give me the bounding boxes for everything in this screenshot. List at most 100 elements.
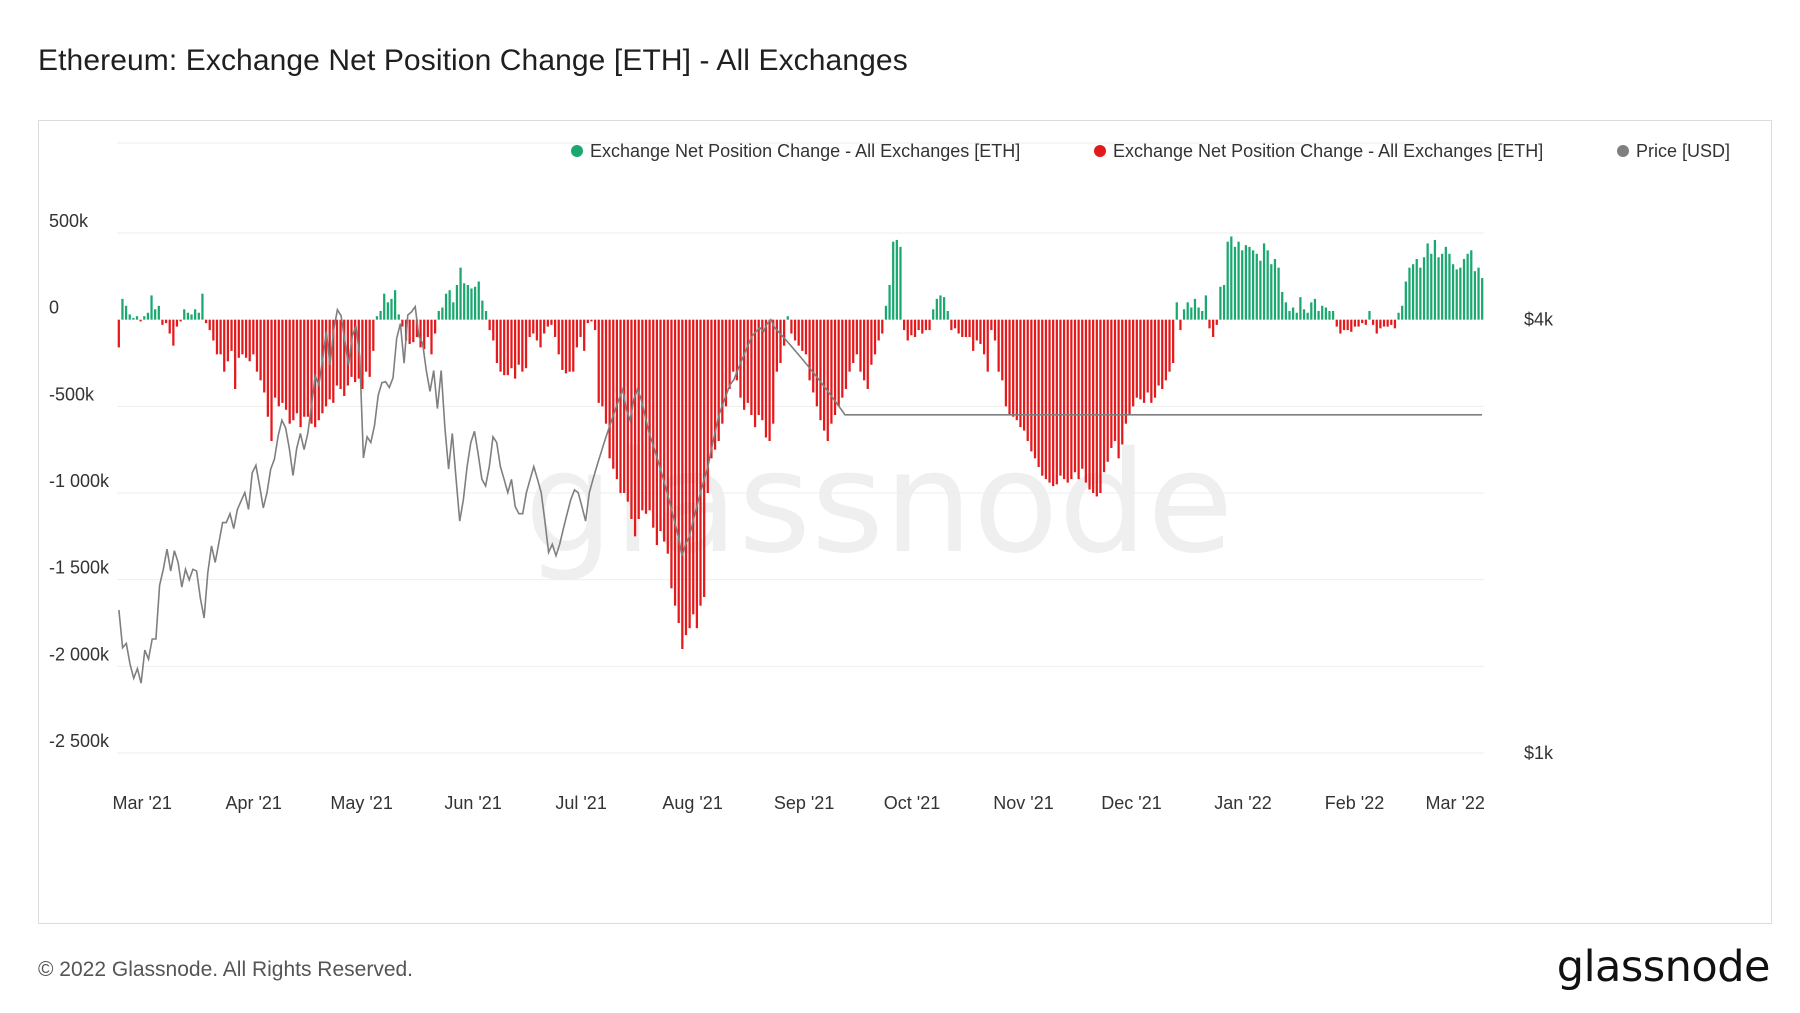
bar-positive (1182, 309, 1186, 320)
bar-positive (1477, 267, 1480, 320)
bar-negative (761, 319, 764, 421)
bar-negative (1153, 319, 1157, 398)
y-tick-label: -1 000k (49, 471, 110, 491)
bar-positive (942, 297, 946, 320)
bar-negative (746, 319, 749, 403)
bar-negative (513, 319, 517, 379)
bar-negative (1022, 319, 1026, 431)
bar-negative (732, 319, 735, 372)
bar-negative (361, 319, 364, 389)
glassnode-logo[interactable]: glassnode (1556, 942, 1771, 992)
bar-positive (1430, 253, 1433, 320)
bar-negative (270, 319, 273, 441)
bar-negative (735, 319, 738, 381)
bar-negative (506, 319, 509, 376)
y-tick-label: -1 500k (49, 558, 110, 578)
bar-negative (215, 319, 219, 355)
bar-positive (1419, 267, 1422, 320)
bar-negative (223, 319, 226, 372)
bar-negative (1212, 319, 1215, 337)
legend-marker (1617, 145, 1629, 157)
bar-negative (597, 319, 600, 403)
bar-negative (877, 319, 880, 341)
bar-positive (1175, 302, 1178, 320)
bar-negative (928, 319, 931, 331)
bar-negative (415, 319, 419, 337)
bar-positive (455, 285, 459, 320)
bar-positive (1437, 257, 1440, 320)
y-axis: 500k 0 -500k -1 000k -1 500k -2 000k -2 500k (49, 211, 110, 751)
bar-positive (441, 307, 444, 320)
bar-positive (1277, 267, 1280, 320)
bar-positive (1313, 298, 1317, 320)
bar-negative (706, 319, 709, 493)
bar-negative (768, 319, 771, 441)
bar-negative (953, 319, 957, 329)
bar-negative (881, 319, 884, 334)
bar-positive (1197, 307, 1200, 320)
bar-positive (383, 293, 386, 320)
bar-negative (539, 319, 542, 348)
y-tick-label: -2 500k (49, 731, 110, 751)
bar-positive (1441, 253, 1444, 320)
bar-positive (390, 298, 393, 320)
bar-positive (1273, 259, 1277, 320)
bar-positive (932, 309, 935, 320)
bar-negative (1117, 319, 1120, 459)
bar-negative (288, 319, 291, 424)
bar-negative (1168, 319, 1171, 372)
bar-negative (1172, 319, 1175, 363)
bar-negative (1208, 319, 1211, 329)
bar-negative (684, 319, 688, 636)
y2-axis: $4k $1k (1524, 310, 1554, 763)
bar-negative (663, 319, 666, 542)
bar-negative (572, 319, 575, 372)
bar-negative (1095, 319, 1098, 497)
bar-negative (1150, 319, 1153, 403)
bar-positive (888, 285, 891, 320)
bar-negative (1353, 319, 1357, 327)
x-tick-label: Feb '22 (1325, 793, 1384, 813)
bar-positive (1415, 259, 1418, 320)
gridlines (117, 142, 1484, 754)
x-tick-label: Mar '22 (1425, 793, 1484, 813)
bar-negative (503, 319, 506, 376)
bar-negative (975, 319, 978, 341)
bar-negative (1030, 319, 1033, 452)
bar-positive (194, 309, 197, 320)
bar-negative (753, 319, 757, 428)
bar-negative (823, 319, 826, 431)
bar-positive (201, 293, 204, 320)
bar-negative (1335, 319, 1338, 327)
bar-positive (1422, 257, 1426, 320)
bar-negative (1015, 319, 1018, 421)
bar-positive (1317, 311, 1320, 320)
bar-positive (1186, 302, 1189, 320)
bar-negative (673, 319, 677, 606)
bar-negative (168, 319, 171, 334)
bar-negative (695, 319, 699, 629)
bar-positive (1455, 269, 1458, 320)
bar-positive (1190, 307, 1193, 320)
bar-positive (190, 314, 193, 320)
bar-negative (1008, 319, 1011, 415)
bar-negative (335, 319, 339, 386)
bar-negative (692, 319, 695, 615)
bar-negative (1033, 319, 1037, 459)
bar-negative (306, 319, 309, 417)
bar-negative (1070, 319, 1073, 480)
y2-tick-label: $1k (1524, 743, 1554, 763)
bar-positive (146, 312, 150, 320)
bar-negative (924, 319, 928, 331)
bar-positive (1302, 309, 1306, 320)
bar-negative (1371, 319, 1375, 325)
bar-negative (252, 319, 255, 355)
bar-negative (314, 319, 317, 428)
bar-positive (946, 311, 949, 320)
bar-negative (739, 319, 742, 398)
bar-negative (790, 319, 793, 334)
bar-negative (557, 319, 560, 355)
bar-positive (1470, 250, 1473, 320)
bar-positive (375, 316, 379, 320)
bar-positive (884, 305, 888, 320)
